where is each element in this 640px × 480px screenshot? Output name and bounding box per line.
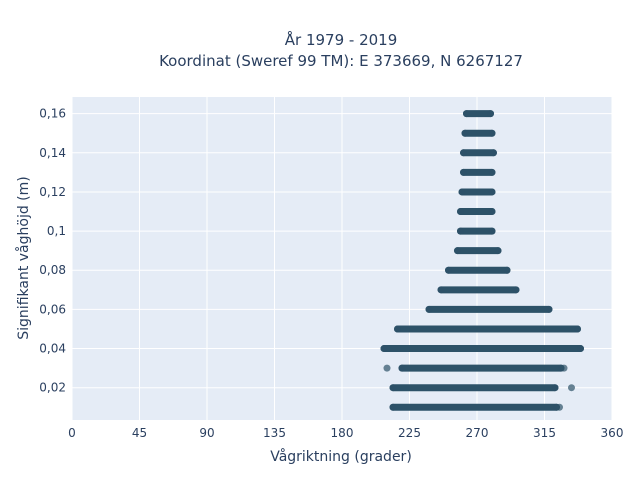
data-point [460, 149, 467, 157]
data-point [551, 384, 559, 392]
y-tick-label: 0,04 [39, 342, 66, 356]
data-point [512, 286, 520, 294]
data-point [490, 149, 497, 157]
data-point [560, 364, 568, 372]
chart-title-line2: Koordinat (Sweref 99 TM): E 373669, N 62… [159, 52, 523, 70]
y-axis-title: Signifikant våghöjd (m) [15, 176, 32, 339]
y-tick-label: 0,16 [39, 107, 66, 121]
data-point [568, 384, 575, 392]
data-point [556, 403, 563, 411]
data-point [503, 266, 511, 274]
x-axis-title: Vågriktning (grader) [270, 448, 412, 465]
data-point [425, 305, 433, 313]
y-tick-label: 0,02 [39, 381, 66, 395]
data-point [389, 403, 397, 411]
y-tick-label: 0,14 [39, 146, 66, 160]
y-tick-label: 0,08 [39, 263, 66, 277]
x-tick-label: 225 [398, 426, 421, 440]
x-tick-label: 45 [132, 426, 147, 440]
data-point [394, 325, 401, 333]
x-tick-label: 0 [68, 426, 76, 440]
data-points [380, 110, 584, 411]
data-point [457, 208, 464, 216]
x-tick-label: 360 [601, 426, 624, 440]
y-tick-label: 0,1 [47, 224, 66, 238]
data-point [494, 247, 502, 255]
data-point [454, 247, 461, 255]
data-point [461, 129, 469, 137]
data-point [488, 227, 496, 235]
x-tick-label: 135 [263, 426, 286, 440]
data-point [398, 364, 406, 372]
data-point [574, 325, 581, 333]
data-point [458, 188, 466, 196]
data-point [488, 168, 496, 176]
data-point [460, 168, 467, 176]
data-point [577, 345, 584, 353]
chart-title-line1: År 1979 - 2019 [285, 30, 398, 49]
data-point [488, 208, 496, 216]
data-point [463, 110, 470, 118]
y-tick-label: 0,06 [39, 302, 66, 316]
y-tick-labels: 0,02 0,04 0,06 0,08 0,1 0,12 0,14 0,16 [39, 107, 66, 395]
data-point [488, 188, 496, 196]
x-tick-labels: 0 45 90 135 180 225 270 315 360 [68, 426, 623, 440]
data-point [545, 305, 553, 313]
data-point [457, 227, 464, 235]
x-tick-label: 315 [533, 426, 556, 440]
data-point [445, 266, 452, 274]
x-tick-label: 90 [199, 426, 214, 440]
data-point [437, 286, 445, 294]
data-point [380, 345, 388, 353]
data-point [488, 129, 496, 137]
data-point [383, 364, 391, 372]
data-point [389, 384, 397, 392]
x-tick-label: 270 [466, 426, 489, 440]
y-tick-label: 0,12 [39, 185, 66, 199]
data-point [487, 110, 494, 118]
x-tick-label: 180 [331, 426, 354, 440]
